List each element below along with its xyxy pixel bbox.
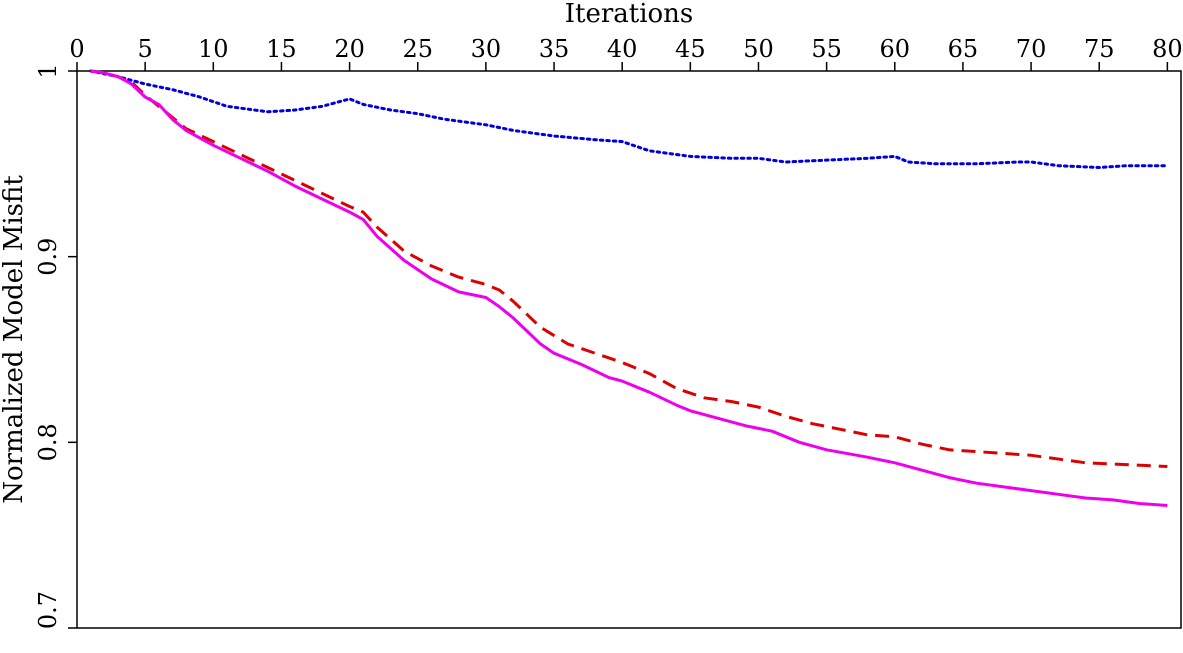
x-tick-label: 15 [266,35,297,63]
x-axis: 0 5 10 15 20 25 30 35 40 45 50 55 60 65 70 75 80 [69,35,1183,71]
y-tick-label: 0.9 [34,238,62,276]
x-tick-label: 25 [402,35,433,63]
x-tick-label: 65 [948,35,979,63]
x-tick-label: 45 [675,35,706,63]
x-tick-label: 20 [334,35,365,63]
x-tick-label: 35 [539,35,570,63]
series-layer [89,69,1169,507]
x-tick-label: 30 [471,35,502,63]
y-tick-label: 1 [34,63,62,78]
x-tick-label: 50 [743,35,774,63]
series-line-dotted [89,69,1169,169]
y-tick-label: 0.8 [34,423,62,461]
x-tick-label: 5 [138,35,153,63]
y-axis: 0.7 0.8 0.9 1 [34,63,77,629]
series-line-dashed [90,69,1168,468]
x-axis-title: Iterations [565,0,694,29]
x-tick-label: 70 [1016,35,1047,63]
x-tick-label: 75 [1084,35,1115,63]
plot-frame [76,70,1182,629]
x-tick-label: 40 [607,35,638,63]
series-line-solid [90,69,1168,507]
y-axis-title: Normalized Model Misfit [0,175,29,504]
x-tick-label: 10 [198,35,229,63]
x-tick-label: 0 [69,35,84,63]
x-tick-label: 55 [811,35,842,63]
x-tick-label: 60 [880,35,911,63]
x-tick-label: 80 [1152,35,1183,63]
y-tick-label: 0.7 [34,591,62,629]
